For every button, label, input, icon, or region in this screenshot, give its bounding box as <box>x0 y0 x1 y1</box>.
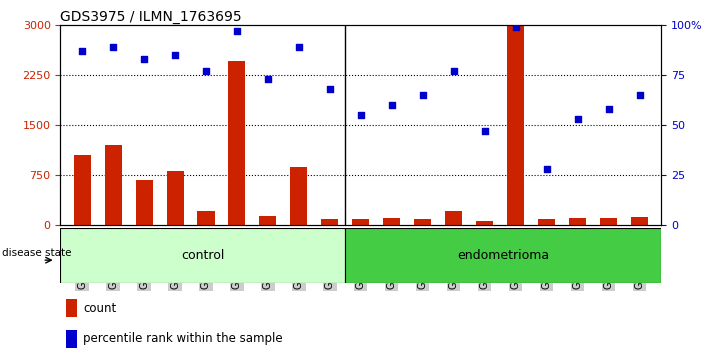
Point <box>107 44 119 50</box>
Bar <box>74 155 90 225</box>
Bar <box>66 299 77 317</box>
Point <box>169 52 181 58</box>
Bar <box>228 62 245 225</box>
Bar <box>60 228 346 283</box>
Bar <box>507 25 524 225</box>
Bar <box>346 228 661 283</box>
Bar <box>166 171 183 225</box>
Bar <box>353 219 369 225</box>
Bar <box>290 167 307 225</box>
Bar <box>631 217 648 225</box>
Point <box>634 92 646 98</box>
Bar <box>476 221 493 225</box>
Point <box>355 112 367 118</box>
Bar <box>445 211 462 225</box>
Bar <box>538 219 555 225</box>
Point <box>603 106 614 112</box>
Text: percentile rank within the sample: percentile rank within the sample <box>83 332 283 345</box>
Point <box>572 116 583 122</box>
Bar <box>105 145 122 225</box>
Point <box>76 48 87 53</box>
Point <box>479 128 491 133</box>
Bar <box>415 219 432 225</box>
Text: disease state: disease state <box>2 248 72 258</box>
Text: count: count <box>83 302 117 315</box>
Bar <box>260 216 277 225</box>
Bar <box>383 218 400 225</box>
Bar <box>321 219 338 225</box>
Point <box>231 28 242 34</box>
Point <box>324 86 336 92</box>
Bar <box>66 330 77 348</box>
Point <box>293 44 304 50</box>
Text: endometrioma: endometrioma <box>457 249 550 262</box>
Point <box>541 166 552 172</box>
Bar <box>136 180 153 225</box>
Point <box>386 102 397 108</box>
Point <box>510 24 521 30</box>
Bar <box>600 218 617 225</box>
Bar <box>569 218 586 225</box>
Text: control: control <box>181 249 225 262</box>
Point <box>448 68 459 74</box>
Bar <box>198 211 215 225</box>
Point <box>262 76 274 82</box>
Point <box>201 68 212 74</box>
Text: GDS3975 / ILMN_1763695: GDS3975 / ILMN_1763695 <box>60 10 242 24</box>
Point <box>139 56 150 62</box>
Point <box>417 92 429 98</box>
